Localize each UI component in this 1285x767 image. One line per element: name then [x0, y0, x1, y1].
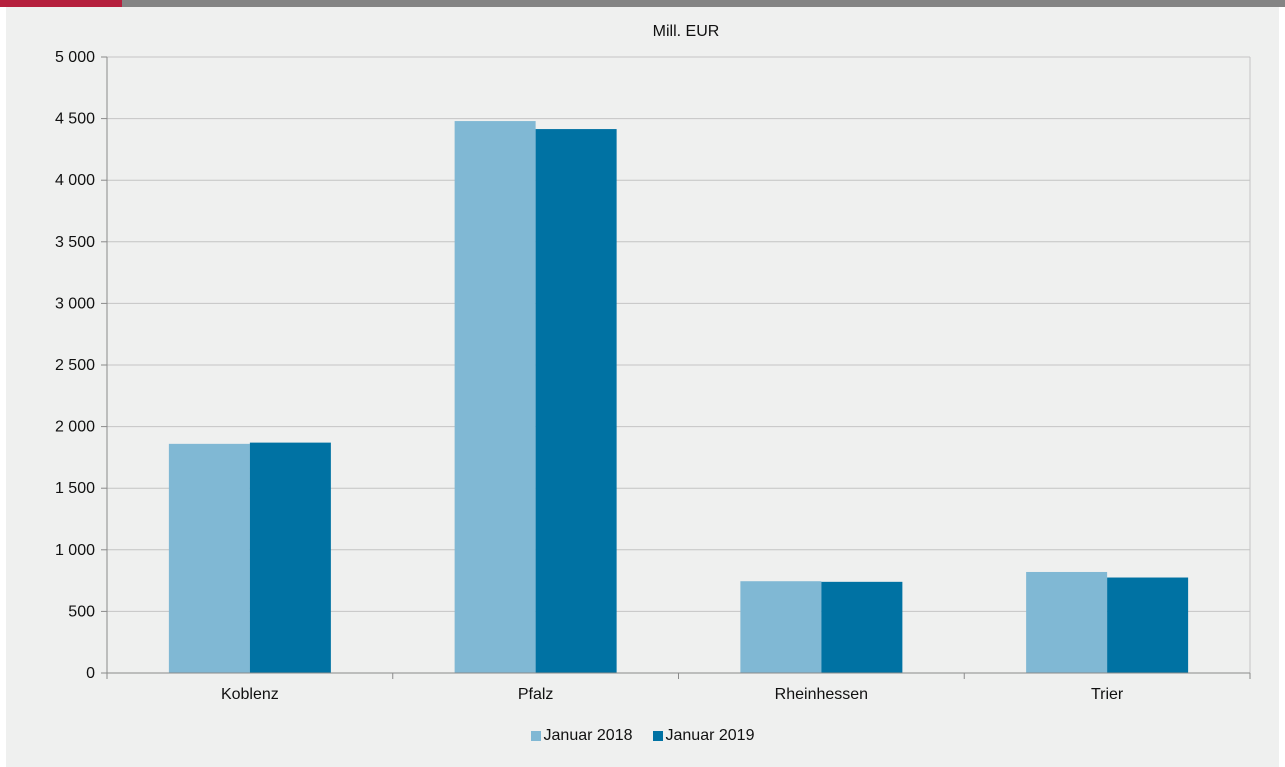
y-tick-label: 3 500 — [55, 234, 95, 251]
bar-pfalz-januar-2019 — [535, 129, 617, 673]
chart-area: Mill. EUR 0 500 1 000 1 500 2 000 2 500 3 000 3… — [6, 7, 1279, 767]
header-accent — [0, 0, 122, 7]
bars — [168, 121, 1189, 673]
legend-swatch-januar-2018 — [530, 731, 541, 741]
chart-title: Mill. EUR — [653, 23, 720, 40]
x-tick-label-koblenz: Koblenz — [221, 686, 279, 703]
bar-koblenz-januar-2019 — [249, 442, 331, 673]
legend-label-januar-2019: Januar 2019 — [665, 727, 755, 744]
bar-rheinhessen-januar-2018 — [740, 581, 822, 673]
y-tick-label: 2 000 — [55, 419, 95, 436]
legend-swatch-januar-2019 — [652, 731, 663, 741]
y-tick-label: 0 — [86, 665, 95, 682]
y-tick-label: 2 500 — [55, 357, 95, 374]
y-tick-label: 1 000 — [55, 542, 95, 559]
y-tick-label: 500 — [68, 603, 95, 620]
y-tick-label: 3 000 — [55, 295, 95, 312]
bar-trier-januar-2018 — [1026, 571, 1108, 673]
bar-pfalz-januar-2018 — [454, 121, 536, 673]
bar-rheinhessen-januar-2019 — [821, 581, 903, 673]
y-tick-label: 1 500 — [55, 480, 95, 497]
tick-labels: 0 500 1 000 1 500 2 000 2 500 3 000 3 500 4 000 4… — [55, 49, 1124, 703]
x-tick-label-trier: Trier — [1091, 686, 1124, 703]
y-tick-label: 4 500 — [55, 111, 95, 128]
bar-trier-januar-2019 — [1107, 577, 1189, 673]
legend-label-januar-2018: Januar 2018 — [543, 727, 633, 744]
x-tick-label-rheinhessen: Rheinhessen — [775, 686, 868, 703]
bar-koblenz-januar-2018 — [168, 443, 250, 673]
bar-chart: Mill. EUR 0 500 1 000 1 500 2 000 2 500 3 000 3… — [55, 23, 1251, 703]
legend: Januar 2018 Januar 2019 — [6, 727, 1279, 745]
y-tick-label: 5 000 — [55, 49, 95, 66]
legend-item-januar-2018: Januar 2018 — [530, 727, 633, 745]
header-bar — [0, 0, 1285, 7]
y-tick-label: 4 000 — [55, 172, 95, 189]
legend-item-januar-2019: Januar 2019 — [652, 727, 755, 745]
x-tick-label-pfalz: Pfalz — [518, 686, 554, 703]
axes — [101, 56, 1251, 679]
